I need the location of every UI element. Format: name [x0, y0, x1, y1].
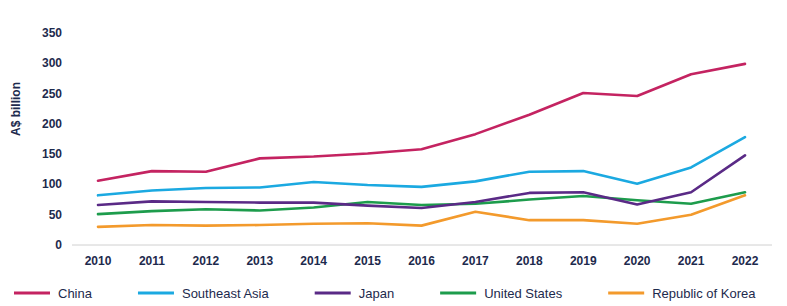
- legend-swatch: [440, 292, 476, 295]
- x-tick-label: 2016: [408, 254, 435, 268]
- x-axis: 2010 2011 2012 2013 2014 2015 2016 2017 2018 2019…: [85, 254, 759, 268]
- series-line: [98, 137, 745, 195]
- y-tick-label: 50: [49, 208, 63, 222]
- legend-swatch: [138, 292, 174, 295]
- x-tick-label: 2013: [246, 254, 273, 268]
- y-tick: [68, 93, 72, 94]
- y-tick-label: 300: [42, 56, 62, 70]
- y-tick: [68, 245, 72, 246]
- x-tick-label: 2015: [354, 254, 381, 268]
- legend-swatch: [608, 292, 644, 295]
- legend-swatch: [315, 292, 351, 295]
- x-tick-label: 2018: [516, 254, 543, 268]
- y-tick: [68, 214, 72, 215]
- x-tick-label: 2019: [570, 254, 597, 268]
- y-tick: [68, 63, 72, 64]
- legend-label: Southeast Asia: [182, 286, 269, 301]
- y-tick: [68, 33, 72, 34]
- x-tick-label: 2017: [462, 254, 489, 268]
- legend-label: Republic of Korea: [652, 286, 756, 301]
- x-axis-line: [72, 245, 772, 246]
- y-axis: 0 50 100 150 200 250 300 350: [42, 26, 72, 252]
- series-line: [98, 64, 745, 181]
- x-tick-label: 2022: [732, 254, 759, 268]
- legend-label: Japan: [359, 286, 394, 301]
- y-tick-label: 350: [42, 26, 62, 40]
- y-tick: [68, 154, 72, 155]
- y-tick-label: 150: [42, 147, 62, 161]
- y-tick: [68, 184, 72, 185]
- y-tick-label: 250: [42, 87, 62, 101]
- chart: 050100150200250300350A$ billion201020112…: [0, 0, 787, 306]
- x-tick-label: 2011: [139, 254, 165, 268]
- y-axis-title: A$ billion: [9, 82, 23, 136]
- y-tick-label: 100: [42, 177, 62, 191]
- x-tick-label: 2012: [192, 254, 219, 268]
- y-tick-label: 0: [55, 238, 62, 252]
- lines: [98, 64, 745, 227]
- x-tick-label: 2014: [300, 254, 327, 268]
- y-tick: [68, 123, 72, 124]
- legend-swatch: [14, 292, 50, 295]
- y-tick-label: 200: [42, 117, 62, 131]
- legend-label: China: [58, 286, 93, 301]
- x-tick-label: 2010: [85, 254, 112, 268]
- legend: China Southeast Asia Japan United States Rep…: [14, 286, 756, 301]
- x-tick-label: 2021: [678, 254, 705, 268]
- x-tick-label: 2020: [624, 254, 651, 268]
- legend-label: United States: [484, 286, 563, 301]
